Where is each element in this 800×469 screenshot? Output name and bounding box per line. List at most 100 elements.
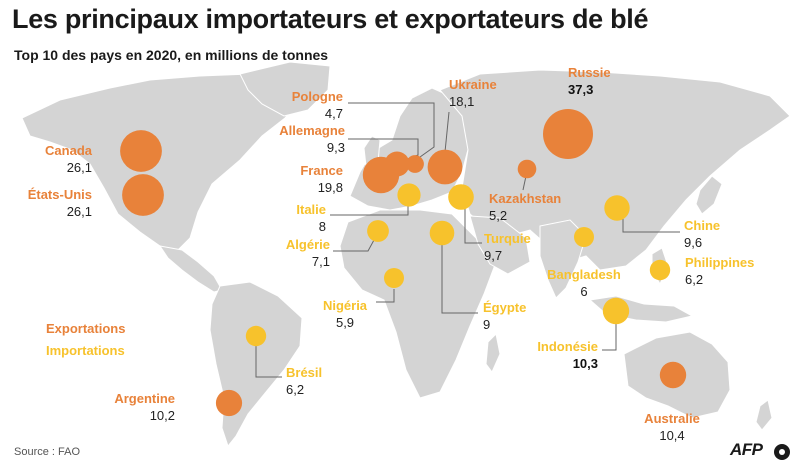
country-value: 26,1	[66, 204, 92, 219]
bubbles	[120, 109, 687, 417]
country-name: Nigéria	[322, 298, 368, 313]
label-kazakhstan: Kazakhstan 5,2	[489, 190, 561, 224]
bubble-italie	[397, 183, 421, 207]
bubble-philippines	[649, 259, 671, 281]
country-name: Italie	[296, 202, 326, 217]
bubble-allemagne	[384, 151, 410, 177]
bubble-turquie	[448, 184, 474, 210]
bubble-canada	[120, 130, 162, 172]
label-allemagne: Allemagne 9,3	[279, 122, 345, 156]
label-pologne: Pologne 4,7	[292, 88, 343, 122]
country-value: 5,2	[489, 208, 508, 223]
country-name: Indonésie	[537, 339, 598, 354]
chart-title: Les principaux importateurs et exportate…	[12, 4, 649, 34]
bubble-russie	[543, 109, 593, 159]
label-italie: Italie 8	[296, 201, 326, 235]
leader-lines	[255, 102, 680, 378]
country-name: Russie	[568, 65, 611, 80]
country-value: 4,7	[324, 106, 343, 121]
land-masses	[21, 61, 791, 448]
bubble-indonesie	[602, 297, 630, 325]
country-value: 19,8	[317, 180, 343, 195]
leader-indonesie	[602, 322, 617, 351]
country-name: Philippines	[685, 255, 755, 270]
bubble-algerie	[367, 220, 389, 242]
label-nigeria: Nigéria 5,9	[323, 297, 367, 331]
country-value: 6	[580, 284, 588, 299]
bubble-pologne	[406, 155, 424, 173]
country-name: Turquie	[484, 231, 531, 246]
leader-chine	[622, 216, 680, 233]
country-value: 10,3	[572, 356, 598, 371]
bubble-nigeria	[384, 268, 404, 288]
afp-credit: AFP	[730, 440, 763, 459]
chart-subtitle: Top 10 des pays en 2020, en millions de …	[14, 47, 329, 63]
legend-imports: Importations	[46, 343, 125, 358]
country-value: 9,6	[684, 235, 703, 250]
land-madagascar	[485, 332, 501, 373]
leader-nigeria	[376, 289, 395, 303]
country-value: 8	[318, 219, 326, 234]
afp-logo	[774, 444, 790, 460]
country-value: 7,1	[311, 254, 330, 269]
leader-egypte	[441, 245, 478, 314]
label-argentine: Argentine 10,2	[114, 390, 175, 424]
country-value: 6,2	[286, 382, 305, 397]
country-name: États-Unis	[27, 187, 92, 202]
country-name: Algérie	[285, 237, 330, 252]
land-north-america	[21, 73, 301, 253]
label-etats-unis: États-Unis 26,1	[28, 186, 92, 220]
country-name: Canada	[45, 143, 92, 158]
leader-bresil	[255, 346, 282, 378]
label-philippines: Philippines 6,2	[685, 254, 754, 288]
country-value: 10,2	[149, 408, 175, 423]
label-canada: Canada 26,1	[45, 142, 92, 176]
country-name: France	[300, 163, 343, 178]
bubble-bangladesh	[574, 227, 594, 247]
land-japan	[695, 175, 723, 215]
country-value: 6,2	[685, 272, 704, 287]
label-egypte: Égypte 9	[483, 299, 526, 333]
label-chine: Chine 9,6	[684, 217, 720, 251]
land-new-zealand	[755, 399, 773, 431]
label-australie: Australie 10,4	[644, 410, 700, 444]
leader-ukraine	[444, 111, 450, 153]
land-africa	[339, 209, 497, 399]
label-bresil: Brésil 6,2	[286, 364, 322, 398]
bubble-egypte	[429, 220, 455, 246]
country-name: Égypte	[483, 300, 527, 315]
bubble-chine	[604, 195, 630, 221]
label-france: France 19,8	[300, 162, 343, 196]
land-central-america	[158, 245, 223, 293]
country-name: Bangladesh	[547, 267, 621, 282]
country-name: Brésil	[286, 365, 323, 380]
label-bangladesh: Bangladesh 6	[547, 266, 621, 300]
bubble-australie	[659, 361, 687, 389]
bubble-ukraine	[427, 149, 463, 185]
bubble-argentine	[215, 389, 243, 417]
country-value: 26,1	[66, 160, 92, 175]
country-name: Ukraine	[449, 77, 497, 92]
leader-turquie	[464, 208, 482, 244]
bubble-kazakhstan	[517, 159, 537, 179]
label-indonesie: Indonésie 10,3	[537, 338, 598, 372]
country-value: 10,4	[659, 428, 685, 443]
leader-algerie	[333, 239, 375, 252]
label-ukraine: Ukraine 18,1	[449, 76, 497, 110]
country-value: 9	[483, 317, 491, 332]
legend: Exportations Importations	[46, 318, 125, 362]
land-greenland	[239, 61, 331, 117]
country-value: 18,1	[449, 94, 475, 109]
country-value: 37,3	[568, 82, 594, 97]
leader-italie	[330, 205, 409, 216]
country-name: Chine	[684, 218, 721, 233]
leader-pologne	[348, 102, 435, 158]
label-turquie: Turquie 9,7	[484, 230, 531, 264]
bubble-etats-unis	[122, 174, 164, 216]
country-name: Argentine	[114, 391, 175, 406]
country-value: 9,7	[484, 248, 503, 263]
country-value: 5,9	[335, 315, 355, 330]
country-name: Allemagne	[279, 123, 345, 138]
country-name: Kazakhstan	[489, 191, 562, 206]
